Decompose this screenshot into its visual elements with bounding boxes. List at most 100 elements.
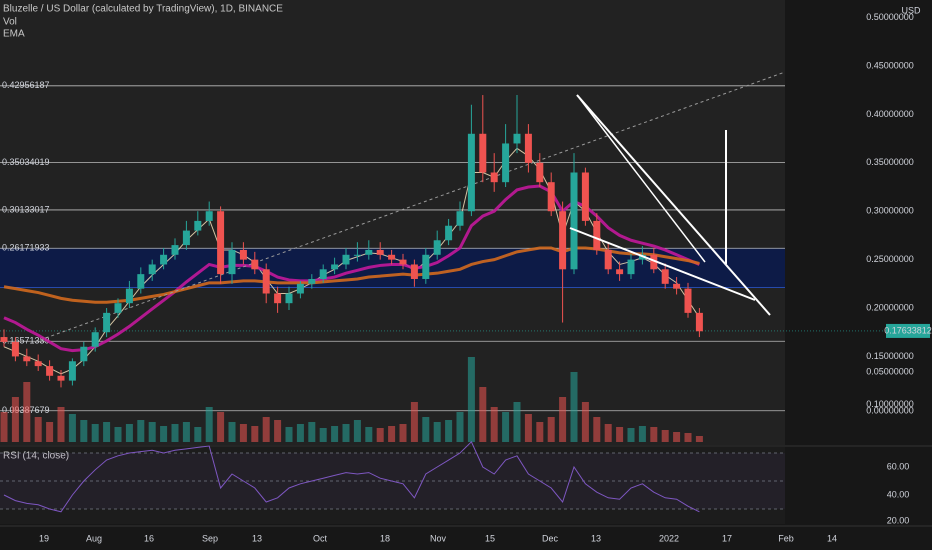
level-label: 0.42956187: [2, 80, 50, 90]
candle-body: [627, 259, 635, 275]
candle-body: [479, 133, 487, 173]
candle-body: [445, 225, 453, 241]
candle-body: [661, 269, 669, 284]
candle-body: [593, 220, 601, 250]
candle-body: [353, 254, 361, 256]
volume-bar: [194, 427, 202, 442]
candle-body: [23, 356, 31, 362]
candle-body: [524, 133, 532, 163]
volume-bar: [547, 417, 555, 442]
volume-bar: [285, 427, 293, 442]
candle-body: [91, 332, 99, 347]
volume-bar: [524, 414, 532, 442]
candle-body: [331, 264, 339, 270]
volume-bar: [103, 422, 111, 442]
volume-bar: [570, 372, 578, 442]
volume-bar: [433, 422, 441, 442]
rsi-tick-label: 40.00: [887, 489, 910, 499]
wedge-upper: [576, 94, 771, 316]
candle-body: [422, 254, 430, 279]
x-tick-label: Sep: [202, 533, 218, 543]
candle-body: [182, 230, 190, 246]
level-label: 0.30133017: [2, 204, 50, 214]
volume-bar: [467, 357, 475, 442]
rsi-pane: [0, 447, 785, 524]
y-tick-label: 0.35000000: [866, 157, 914, 167]
x-tick-label: 13: [591, 533, 601, 543]
volume-bar: [148, 422, 156, 442]
candle-body: [11, 341, 19, 357]
last-price-label: 0.17633812: [884, 325, 932, 335]
x-tick-label: 17: [722, 533, 732, 543]
x-tick-label: 14: [827, 533, 837, 543]
volume-bar: [445, 420, 453, 442]
volume-bar: [80, 420, 88, 442]
candle-body: [46, 366, 54, 376]
rsi-title: RSI (14, close): [3, 451, 69, 462]
volume-bar: [125, 424, 133, 442]
volume-bar: [228, 422, 236, 442]
candle-body: [559, 211, 567, 270]
volume-bar: [182, 422, 190, 442]
level-label: 0.16571339: [2, 336, 50, 346]
volume-bar: [68, 414, 76, 442]
volume-bar: [319, 428, 327, 442]
candle-body: [513, 133, 521, 144]
candle-body: [205, 211, 213, 221]
volume-bar: [296, 424, 304, 442]
volume-bar: [661, 430, 669, 442]
candle-body: [80, 346, 88, 362]
volume-bar: [638, 426, 646, 442]
candle-body: [684, 288, 692, 313]
volume-tick-label: 0.00000000: [866, 405, 914, 415]
level-label: 0.35034019: [2, 157, 50, 167]
candle-body: [319, 269, 327, 279]
y-tick-label: 0.20000000: [866, 302, 914, 312]
volume-bar: [365, 427, 373, 442]
volume-bar: [137, 420, 145, 442]
candle-body: [365, 249, 373, 255]
x-tick-label: 18: [380, 533, 390, 543]
candle-body: [502, 143, 510, 183]
volume-bar: [274, 420, 282, 442]
currency-box: [900, 4, 922, 18]
candle-body: [650, 254, 658, 270]
volume-bar: [11, 397, 19, 442]
volume-bar: [650, 427, 658, 442]
volume-tick-label: 0.05000000: [866, 366, 914, 376]
last-price-box: [886, 323, 930, 338]
y-tick-label: 0.30000000: [866, 206, 914, 216]
candle-body: [274, 293, 282, 304]
candle-body: [456, 211, 464, 226]
x-tick-label: 16: [144, 533, 154, 543]
wedge-lower: [569, 227, 756, 301]
indicator-label: EMA: [3, 29, 25, 40]
volume-bar: [388, 426, 396, 442]
volume-bar: [91, 424, 99, 442]
volume-bar: [456, 412, 464, 442]
volume-bar: [114, 427, 122, 442]
volume-bar: [0, 412, 8, 442]
rsi-line: [3, 440, 700, 513]
price-pane: [0, 0, 785, 445]
candle-body: [285, 293, 293, 304]
volume-bar: [399, 424, 407, 442]
candle-body: [410, 264, 418, 279]
candle-body: [194, 220, 202, 231]
candle-body: [433, 240, 441, 255]
y-tick-label: 0.50000000: [866, 12, 914, 22]
candle-body: [217, 211, 225, 275]
candle-body: [296, 283, 304, 294]
volume-bar: [695, 436, 703, 442]
volume-bar: [376, 428, 384, 442]
volume-bar: [479, 387, 487, 442]
x-tick-label: 2022: [659, 533, 679, 543]
candle-body: [125, 288, 133, 304]
candle-body: [376, 249, 384, 255]
volume-bar: [490, 407, 498, 442]
volume-bar: [684, 433, 692, 442]
volume-bar: [46, 422, 54, 442]
x-tick-label: Aug: [86, 533, 102, 543]
volume-bar: [536, 422, 544, 442]
